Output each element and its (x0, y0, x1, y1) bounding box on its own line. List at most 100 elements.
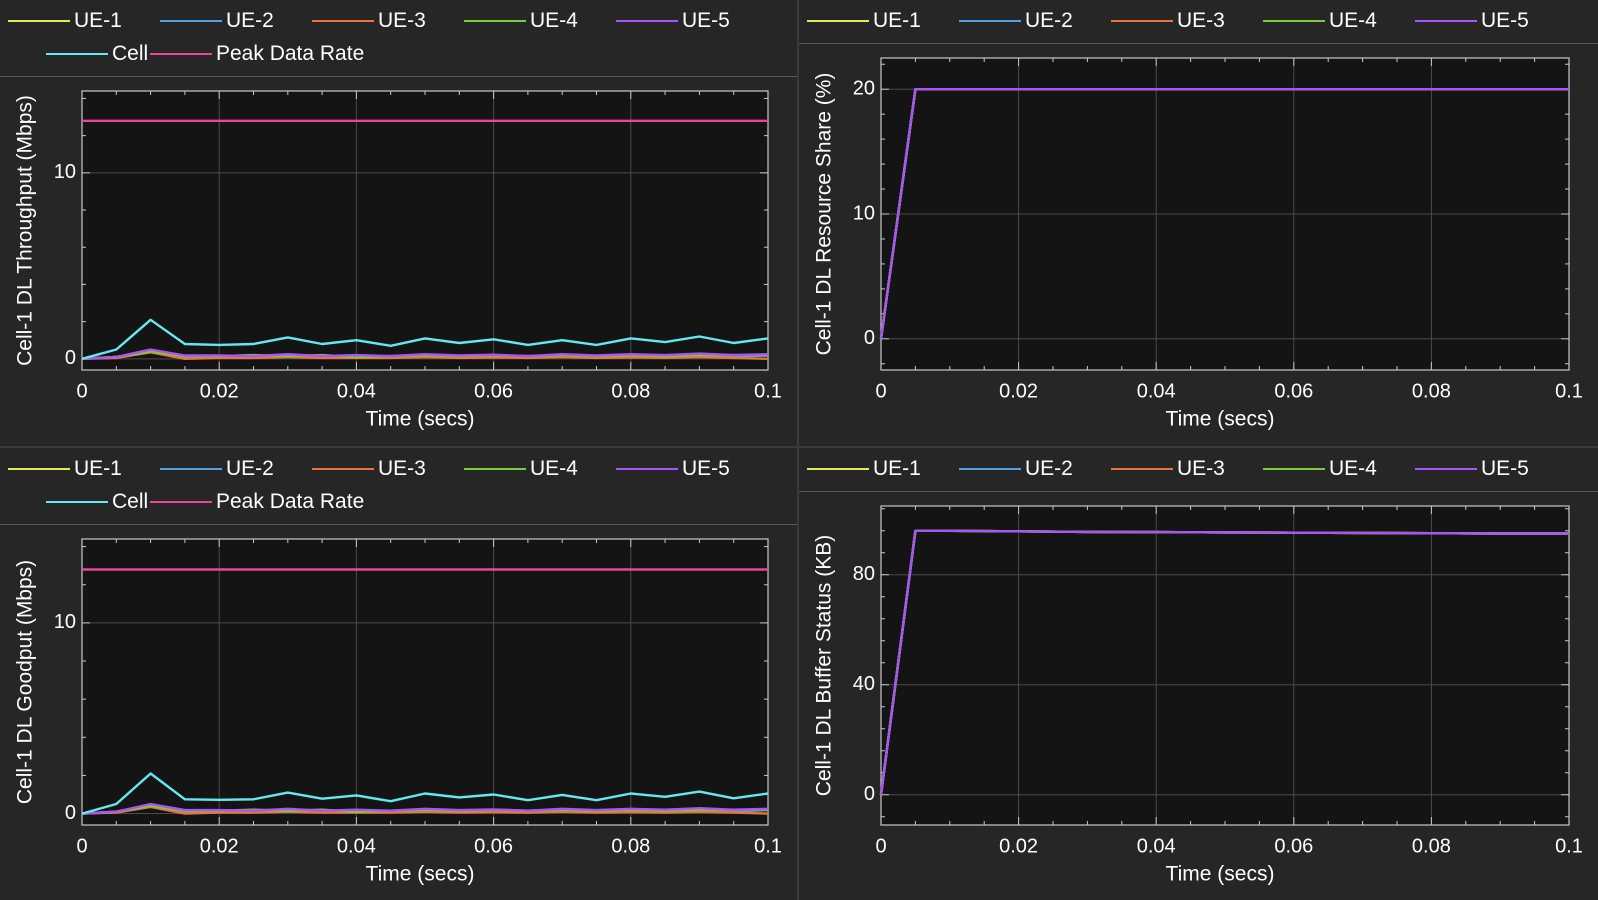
series-line-ue-3 (81, 351, 769, 360)
legend-separator (799, 491, 1598, 492)
x-tick-label: 0.1 (1555, 835, 1583, 857)
legend-swatch (8, 468, 70, 470)
legend-item-ue-3[interactable]: UE-3 (312, 457, 426, 481)
x-tick-label: 0.06 (474, 835, 513, 857)
legend-item-ue-1[interactable]: UE-1 (8, 457, 122, 481)
x-tick-label: 0.06 (474, 380, 513, 402)
legend-item-ue-2[interactable]: UE-2 (959, 457, 1073, 481)
legend-item-ue-4[interactable]: UE-4 (464, 457, 578, 481)
legend-label: UE-4 (1329, 457, 1377, 480)
legend-swatch (46, 501, 108, 503)
legend-separator (0, 524, 797, 525)
legend-item-ue-5[interactable]: UE-5 (616, 9, 730, 33)
legend-item-ue-3[interactable]: UE-3 (1111, 457, 1225, 481)
x-tick-label: 0.02 (999, 380, 1038, 402)
y-tick-label: 40 (853, 673, 875, 695)
legend-swatch (46, 53, 108, 55)
legend-label: Peak Data Rate (216, 42, 365, 65)
legend-item-peak-data-rate[interactable]: Peak Data Rate (150, 490, 364, 514)
legend-item-ue-5[interactable]: UE-5 (1415, 457, 1529, 481)
y-axis-title: Cell-1 DL Goodput (Mbps) (14, 560, 37, 804)
legend-swatch (1111, 20, 1173, 22)
legend-item-cell[interactable]: Cell (46, 42, 148, 66)
legend-item-ue-3[interactable]: UE-3 (1111, 9, 1225, 33)
resource-share-panel: UE-1 UE-2 UE-3 UE-4 UE-5 0 0.02 0.04 0.06 0.08 0.1… (799, 0, 1598, 446)
vertical-divider (797, 0, 799, 900)
legend-swatch (8, 20, 70, 22)
legend-swatch (1415, 468, 1477, 470)
legend-item-ue-1[interactable]: UE-1 (807, 457, 921, 481)
x-tick-label: 0.04 (337, 380, 376, 402)
horizontal-divider (0, 446, 1598, 448)
legend-separator (799, 43, 1598, 44)
legend-item-ue-4[interactable]: UE-4 (464, 9, 578, 33)
x-tick-label: 0.08 (611, 835, 650, 857)
legend-label: Cell (112, 490, 149, 513)
legend-swatch (959, 468, 1021, 470)
legend-item-ue-1[interactable]: UE-1 (8, 9, 122, 33)
x-tick-label: 0.02 (200, 835, 239, 857)
y-tick-label: 10 (853, 202, 875, 224)
legend-label: UE-1 (873, 457, 921, 480)
goodput-panel: UE-1 UE-2 UE-3 UE-4 UE-5 Cell Peak Data Rate 0 0… (0, 448, 797, 900)
x-tick-label: 0.08 (1412, 380, 1451, 402)
legend-swatch (807, 468, 869, 470)
legend-item-ue-3[interactable]: UE-3 (312, 9, 426, 33)
legend-item-ue-2[interactable]: UE-2 (160, 457, 274, 481)
plot-area (881, 506, 1569, 825)
legend-swatch (464, 468, 526, 470)
y-axis-title: Cell-1 DL Buffer Status (KB) (813, 535, 836, 796)
legend-item-ue-2[interactable]: UE-2 (959, 9, 1073, 33)
legend-item-cell[interactable]: Cell (46, 490, 148, 514)
x-axis-title: Time (secs) (1166, 863, 1275, 886)
throughput-panel: UE-1 UE-2 UE-3 UE-4 UE-5 Cell Peak Data Rate 0 0… (0, 0, 797, 446)
legend-swatch (1111, 468, 1173, 470)
legend-label: Cell (112, 42, 149, 65)
series-line-ue-3 (81, 805, 769, 815)
legend-label: UE-4 (1329, 9, 1377, 32)
legend-item-ue-2[interactable]: UE-2 (160, 9, 274, 33)
x-tick-label: 0 (76, 380, 87, 402)
legend-swatch (312, 468, 374, 470)
legend-label: UE-3 (1177, 457, 1225, 480)
legend-item-ue-5[interactable]: UE-5 (1415, 9, 1529, 33)
legend-item-ue-4[interactable]: UE-4 (1263, 457, 1377, 481)
series-line-cell (81, 772, 769, 815)
x-tick-label: 0.1 (1555, 380, 1583, 402)
line-chart: 0 0.02 0.04 0.06 0.08 0.1 0 10 20 Time (secs) Cell… (813, 57, 1583, 431)
plot-area (82, 539, 768, 825)
legend-label: UE-1 (873, 9, 921, 32)
legend-item-ue-4[interactable]: UE-4 (1263, 9, 1377, 33)
y-tick-label: 0 (864, 327, 875, 349)
y-tick-label: 0 (65, 802, 76, 824)
legend-item-ue-5[interactable]: UE-5 (616, 457, 730, 481)
y-axis-title: Cell-1 DL Resource Share (%) (813, 73, 836, 356)
legend-swatch (807, 20, 869, 22)
legend-label: UE-2 (226, 457, 274, 480)
x-tick-label: 0 (76, 835, 87, 857)
x-tick-label: 0.06 (1274, 835, 1313, 857)
legend-label: UE-4 (530, 457, 578, 480)
x-axis-title: Time (secs) (366, 863, 475, 886)
y-axis-title: Cell-1 DL Throughput (Mbps) (14, 95, 37, 366)
legend-label: Peak Data Rate (216, 490, 365, 513)
x-tick-label: 0.08 (611, 380, 650, 402)
legend-label: UE-5 (1481, 9, 1529, 32)
legend-item-ue-1[interactable]: UE-1 (807, 9, 921, 33)
legend-label: UE-2 (226, 9, 274, 32)
legend-swatch (616, 20, 678, 22)
legend-label: UE-1 (74, 457, 122, 480)
y-tick-label: 0 (65, 347, 76, 369)
y-tick-label: 0 (864, 783, 875, 805)
legend-swatch (160, 468, 222, 470)
legend-swatch (1415, 20, 1477, 22)
legend-swatch (312, 20, 374, 22)
legend-label: UE-3 (1177, 9, 1225, 32)
legend-label: UE-3 (378, 457, 426, 480)
legend-label: UE-4 (530, 9, 578, 32)
legend-swatch (959, 20, 1021, 22)
series-line-ue-5 (81, 802, 769, 815)
x-tick-label: 0.04 (1137, 835, 1176, 857)
legend-swatch (616, 468, 678, 470)
legend-item-peak-data-rate[interactable]: Peak Data Rate (150, 42, 364, 66)
